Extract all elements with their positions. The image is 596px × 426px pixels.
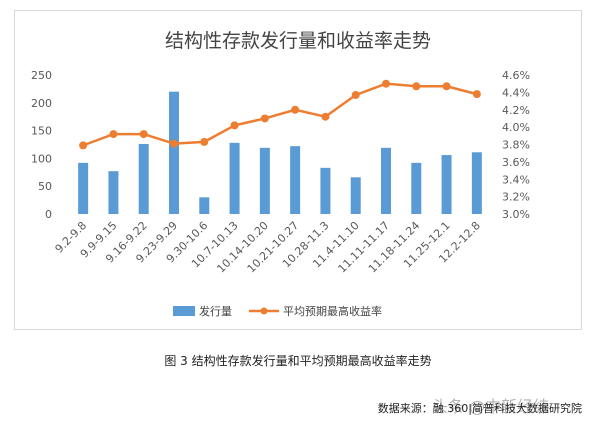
bar <box>108 171 119 214</box>
line-series <box>79 79 481 150</box>
line-point <box>442 82 451 91</box>
legend-label-bar: 发行量 <box>199 304 232 318</box>
line-point <box>382 79 390 88</box>
bar <box>290 146 301 214</box>
chart-title: 结构性存款发行量和收益率走势 <box>165 30 431 52</box>
watermark: 头条 @中新经纬 <box>432 397 550 416</box>
left-tick-label: 50 <box>38 180 52 193</box>
line-point <box>260 114 269 123</box>
bar <box>350 177 361 214</box>
right-tick-label: 4.2% <box>502 104 530 117</box>
left-tick-label: 150 <box>31 125 52 138</box>
bar <box>320 167 331 214</box>
left-tick-label: 200 <box>31 97 52 110</box>
bar <box>259 147 270 214</box>
line-path <box>82 82 478 147</box>
legend-swatch-bar <box>173 306 195 316</box>
line-point <box>412 82 421 91</box>
line-point <box>200 137 209 146</box>
left-tick-label: 250 <box>31 69 52 82</box>
line-point <box>472 90 481 99</box>
line-point <box>170 139 178 148</box>
data-source: 数据来源：融 360|简普科技大数据研究院 <box>377 402 582 415</box>
x-axis-labels: 9.2-9.89.9-9.159.16-9.229.23-9.299.30-10… <box>53 219 483 276</box>
bar <box>441 155 452 214</box>
chart-frame: 结构性存款发行量和收益率走势 0 50 100 150 200 250 3.0% 3.2% 3… <box>14 10 582 330</box>
bar <box>78 162 89 214</box>
right-tick-label: 4.6% <box>502 69 530 82</box>
line-point <box>139 130 148 139</box>
bar-series <box>78 91 482 214</box>
bar <box>169 91 179 214</box>
left-tick-label: 0 <box>45 208 52 221</box>
legend: 发行量 平均预期最高收益率 <box>173 304 382 318</box>
right-tick-label: 3.4% <box>502 173 530 186</box>
bar <box>381 147 391 214</box>
left-tick-label: 100 <box>31 152 52 165</box>
line-point <box>230 121 239 130</box>
bar <box>229 142 240 214</box>
line-point <box>321 112 330 121</box>
right-axis: 3.0% 3.2% 3.4% 3.6% 3.8% 4.0% 4.2% 4.4% 4.6% <box>502 69 530 221</box>
line-point <box>79 141 88 150</box>
right-tick-label: 3.2% <box>502 191 530 204</box>
line-point <box>109 130 118 139</box>
bar <box>138 143 149 214</box>
left-axis: 0 50 100 150 200 250 <box>31 69 52 221</box>
line-point <box>291 105 300 114</box>
right-tick-label: 4.0% <box>502 121 530 134</box>
figure-caption: 图 3 结构性存款发行量和平均预期最高收益率走势 <box>164 354 432 368</box>
bar <box>411 162 422 214</box>
right-tick-label: 3.6% <box>502 156 530 169</box>
right-tick-label: 4.4% <box>502 86 530 99</box>
bar <box>471 152 482 214</box>
right-tick-label: 3.8% <box>502 139 530 152</box>
bar <box>199 197 210 214</box>
legend-label-line: 平均预期最高收益率 <box>283 304 382 318</box>
legend-swatch-marker <box>260 307 268 315</box>
line-point <box>351 90 360 99</box>
right-tick-label: 3.0% <box>502 208 530 221</box>
